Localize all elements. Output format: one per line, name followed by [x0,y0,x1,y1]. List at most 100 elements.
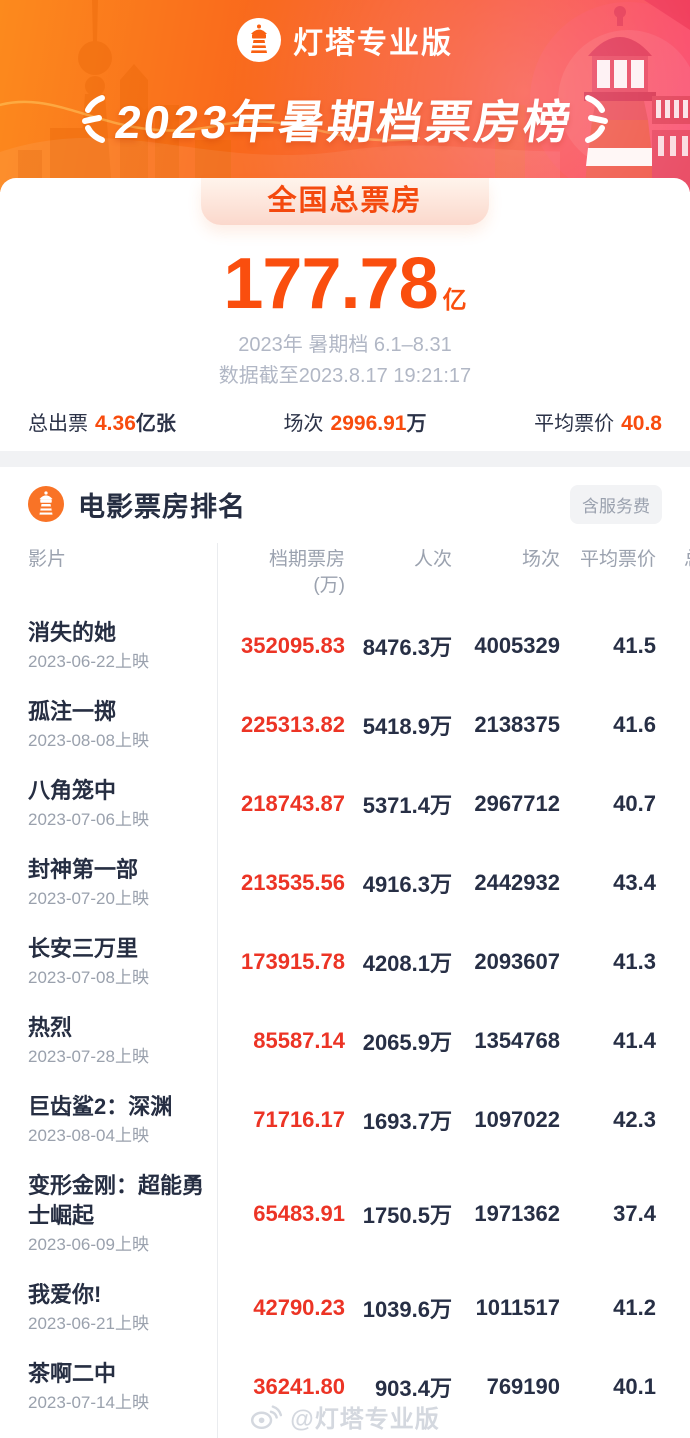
sessions-value: 1971362 [474,1201,560,1226]
movie-row[interactable]: 巨齿鲨2：深渊 2023-08-04上映 71716.17 1693.7万 10… [0,1084,690,1163]
service-fee-badge: 含服务费 [570,484,662,524]
movie-row[interactable]: 茶啊二中 2023-07-14上映 36241.80 903.4万 769190… [0,1351,690,1430]
avg-price-value: 42.3 [613,1107,656,1132]
col-avg-price: 平均票价 [579,549,656,570]
total-boxoffice-value: 177.78 [223,244,438,324]
page-title: 2023年暑期档票房榜 [112,96,577,148]
column-separator-line [217,543,218,1438]
movie-row[interactable]: 封神第一部 2023-07-20上映 213535.56 4916.3万 244… [0,847,690,926]
cutoff-text: 数据截至2023.8.17 19:21:17 [218,365,472,387]
watermark: @灯塔专业版 [250,1399,439,1434]
film-title: 八角笼中 [28,778,117,803]
film-cell: 八角笼中 2023-07-06上映 [28,776,218,832]
stat-avg-price: 平均票价 40.8 [534,412,662,435]
film-cell: 我爱你! 2023-06-21上映 [28,1280,218,1336]
movie-row[interactable]: 八角笼中 2023-07-06上映 218743.87 5371.4万 2967… [0,768,690,847]
avg-price-value: 41.3 [613,949,656,974]
admissions-value: 903.4万 [374,1376,452,1401]
col-film: 影片 [28,549,67,570]
release-date: 2023-07-06上映 [28,810,149,829]
weibo-icon [250,1405,283,1430]
release-date: 2023-06-09上映 [28,1235,149,1254]
boxoffice-value: 173915.78 [241,949,345,974]
release-date: 2023-07-14上映 [28,1393,149,1412]
film-cell: 封神第一部 2023-07-20上映 [28,855,218,911]
col-sessions: 场次 [521,549,560,570]
film-title: 长安三万里 [28,936,139,961]
movie-row[interactable]: 我爱你! 2023-06-21上映 42790.23 1039.6万 10115… [0,1272,690,1351]
total-boxoffice-card: 全国总票房 177.78 亿 2023年 暑期档 6.1–8.31 数据截至20… [0,178,690,451]
laurel-left-icon [82,95,106,143]
sessions-value: 1354768 [474,1028,560,1053]
admissions-value: 8476.3万 [362,635,452,660]
movie-row[interactable]: 变形金刚：超能勇士崛起 2023-06-09上映 65483.91 1750.5… [0,1163,690,1272]
film-title: 我爱你! [28,1282,102,1307]
boxoffice-value: 218743.87 [241,791,345,816]
release-date: 2023-07-08上映 [28,968,149,987]
stat-sessions: 场次 2996.91万 [283,412,427,435]
release-date: 2023-08-08上映 [28,731,149,750]
film-cell: 热烈 2023-07-28上映 [28,1013,218,1069]
sessions-value: 1097022 [474,1107,560,1132]
period-text: 2023年 暑期档 6.1–8.31 [238,334,452,356]
avg-price-value: 40.1 [613,1374,656,1399]
total-boxoffice-unit: 亿 [442,287,467,314]
boxoffice-value: 85587.14 [253,1028,345,1053]
film-title: 变形金刚：超能勇士崛起 [28,1173,205,1228]
film-cell: 长安三万里 2023-07-08上映 [28,934,218,990]
film-title: 巨齿鲨2：深渊 [28,1094,173,1119]
release-date: 2023-07-28上映 [28,1047,149,1066]
sessions-value: 2138375 [474,712,560,737]
avg-price-value: 41.5 [613,633,656,658]
col-admissions: 人次 [413,549,452,570]
admissions-value: 5371.4万 [362,793,452,818]
avg-price-value: 41.6 [613,712,656,737]
avg-price-value: 41.4 [613,1028,656,1053]
ranking-header: 电影票房排名 含服务费 [0,484,690,524]
release-date: 2023-06-22上映 [28,652,149,671]
section-divider [0,451,690,467]
film-cell: 消失的她 2023-06-22上映 [28,618,218,674]
admissions-value: 1693.7万 [362,1109,452,1134]
avg-price-value: 40.7 [613,791,656,816]
sessions-value: 2093607 [474,949,560,974]
release-date: 2023-06-21上映 [28,1314,149,1333]
sessions-value: 4005329 [474,633,560,658]
film-title: 消失的她 [28,620,117,645]
sessions-value: 1011517 [475,1295,560,1320]
boxoffice-value: 65483.91 [253,1201,345,1226]
release-date: 2023-07-20上映 [28,889,149,908]
sessions-value: 2442932 [474,870,560,895]
admissions-value: 1750.5万 [362,1203,452,1228]
film-cell: 茶啊二中 2023-07-14上映 [28,1359,218,1415]
boxoffice-value: 213535.56 [241,870,345,895]
brand: 灯塔专业版 [0,18,690,62]
sessions-value: 2967712 [474,791,560,816]
movie-row[interactable]: 孤注一掷 2023-08-08上映 225313.82 5418.9万 2138… [0,689,690,768]
movie-row[interactable]: 消失的她 2023-06-22上映 352095.83 8476.3万 4005… [0,610,690,689]
sessions-value: 769190 [486,1374,560,1399]
movie-row[interactable]: 热烈 2023-07-28上映 85587.14 2065.9万 1354768… [0,1005,690,1084]
watermark-handle: @灯塔专业版 [290,1406,440,1433]
boxoffice-value: 225313.82 [241,712,345,737]
beacon-logo-small-icon [28,486,64,522]
movie-row[interactable]: 长安三万里 2023-07-08上映 173915.78 4208.1万 209… [0,926,690,1005]
admissions-value: 4916.3万 [362,872,452,897]
laurel-right-icon [584,95,608,143]
total-boxoffice-badge: 全国总票房 [201,178,489,225]
ranking-section: 电影票房排名 含服务费 影片 档期票房(万) 人次 场次 平均票价 总 消失的她… [0,467,690,1438]
avg-price-value: 41.2 [613,1295,656,1320]
total-boxoffice: 177.78 亿 [0,247,690,321]
film-title: 孤注一掷 [28,699,117,724]
admissions-value: 5418.9万 [362,714,452,739]
boxoffice-value: 71716.17 [253,1107,345,1132]
film-title: 封神第一部 [28,857,139,882]
film-cell: 变形金刚：超能勇士崛起 2023-06-09上映 [28,1171,218,1257]
brand-name: 灯塔专业版 [293,27,453,60]
boxoffice-value: 36241.80 [253,1374,345,1399]
admissions-value: 2065.9万 [362,1030,452,1055]
summary-stats: 总出票 4.36亿张 场次 2996.91万 平均票价 40.8 [0,407,690,436]
table-header: 影片 档期票房(万) 人次 场次 平均票价 总 [0,547,690,599]
boxoffice-value: 352095.83 [241,633,345,658]
